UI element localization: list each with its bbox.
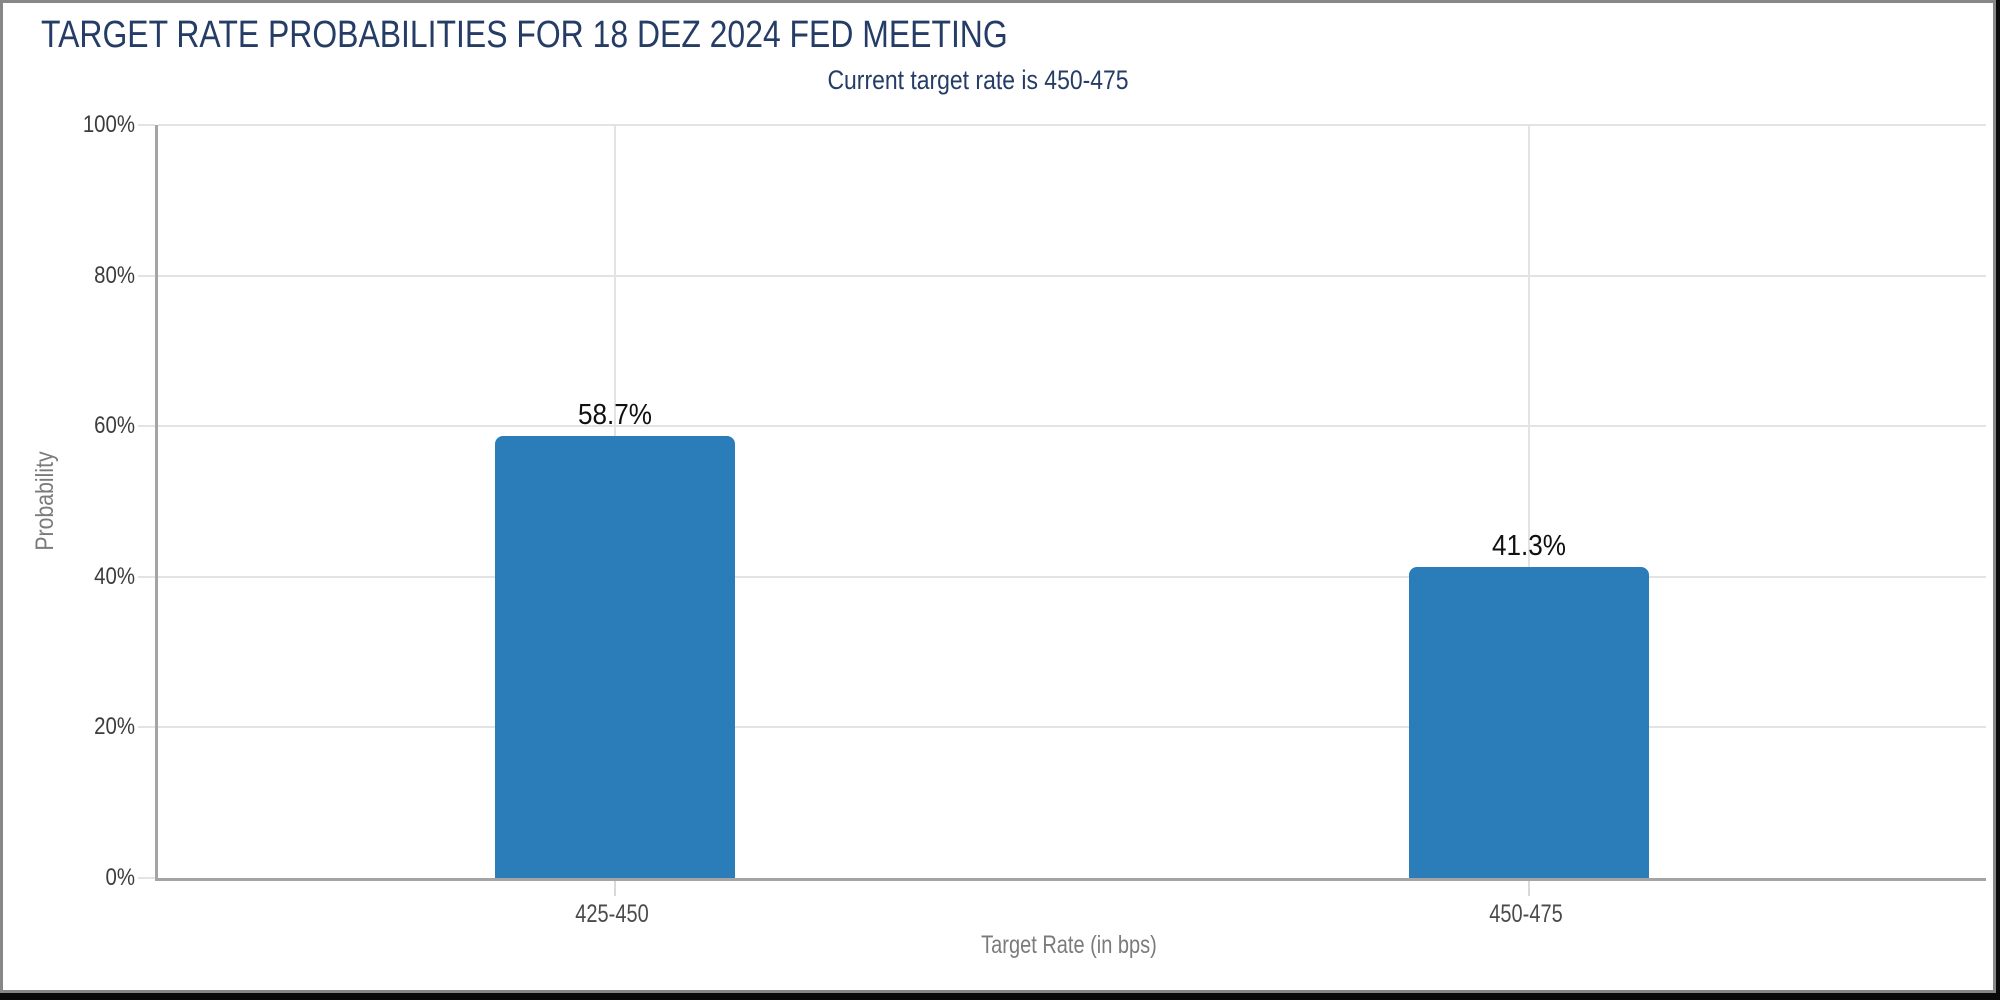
y-tick-mark-20	[138, 726, 155, 729]
y-tick-mark-80	[138, 274, 155, 277]
y-tick-mark-0	[138, 877, 155, 879]
y-tick-label-80: 80%	[94, 261, 135, 289]
y-tick-mark-100	[138, 124, 155, 126]
bar-425-450	[495, 436, 735, 878]
bar-450-475	[1409, 567, 1649, 878]
y-gridline-20	[158, 726, 1986, 729]
y-tick-mark-60	[138, 425, 155, 428]
x-gridline-450-475	[1528, 125, 1530, 878]
x-category-label-450-475: 450-475	[1489, 900, 1563, 928]
x-axis-title: Target Rate (in bps)	[981, 931, 1157, 959]
x-tick-mark-425-450	[614, 881, 616, 896]
bar-value-label-425-450: 58.7%	[577, 399, 653, 431]
y-tick-label-0: 0%	[105, 864, 135, 891]
x-tick-mark-450-475	[1528, 881, 1530, 896]
plot-area: 58.7% 41.3%	[138, 124, 1986, 896]
y-tick-label-40: 40%	[94, 562, 135, 590]
x-category-label-425-450: 425-450	[575, 900, 649, 928]
chart-title: TARGET RATE PROBABILITIES FOR 18 DEZ 202…	[41, 14, 1008, 56]
y-tick-label-100: 100%	[82, 111, 135, 138]
y-gridline-100	[158, 124, 1986, 126]
chart-subtitle: Current target rate is 450-475	[827, 65, 1129, 95]
y-gridline-80	[158, 274, 1986, 277]
y-tick-label-20: 20%	[94, 713, 135, 741]
bar-value-label-450-475: 41.3%	[1491, 530, 1567, 563]
y-tick-mark-40	[138, 575, 155, 578]
y-gridline-40	[158, 575, 1986, 578]
y-gridline-60	[158, 425, 1986, 428]
y-tick-label-60: 60%	[94, 412, 135, 440]
y-axis-title: Probability	[31, 451, 59, 551]
